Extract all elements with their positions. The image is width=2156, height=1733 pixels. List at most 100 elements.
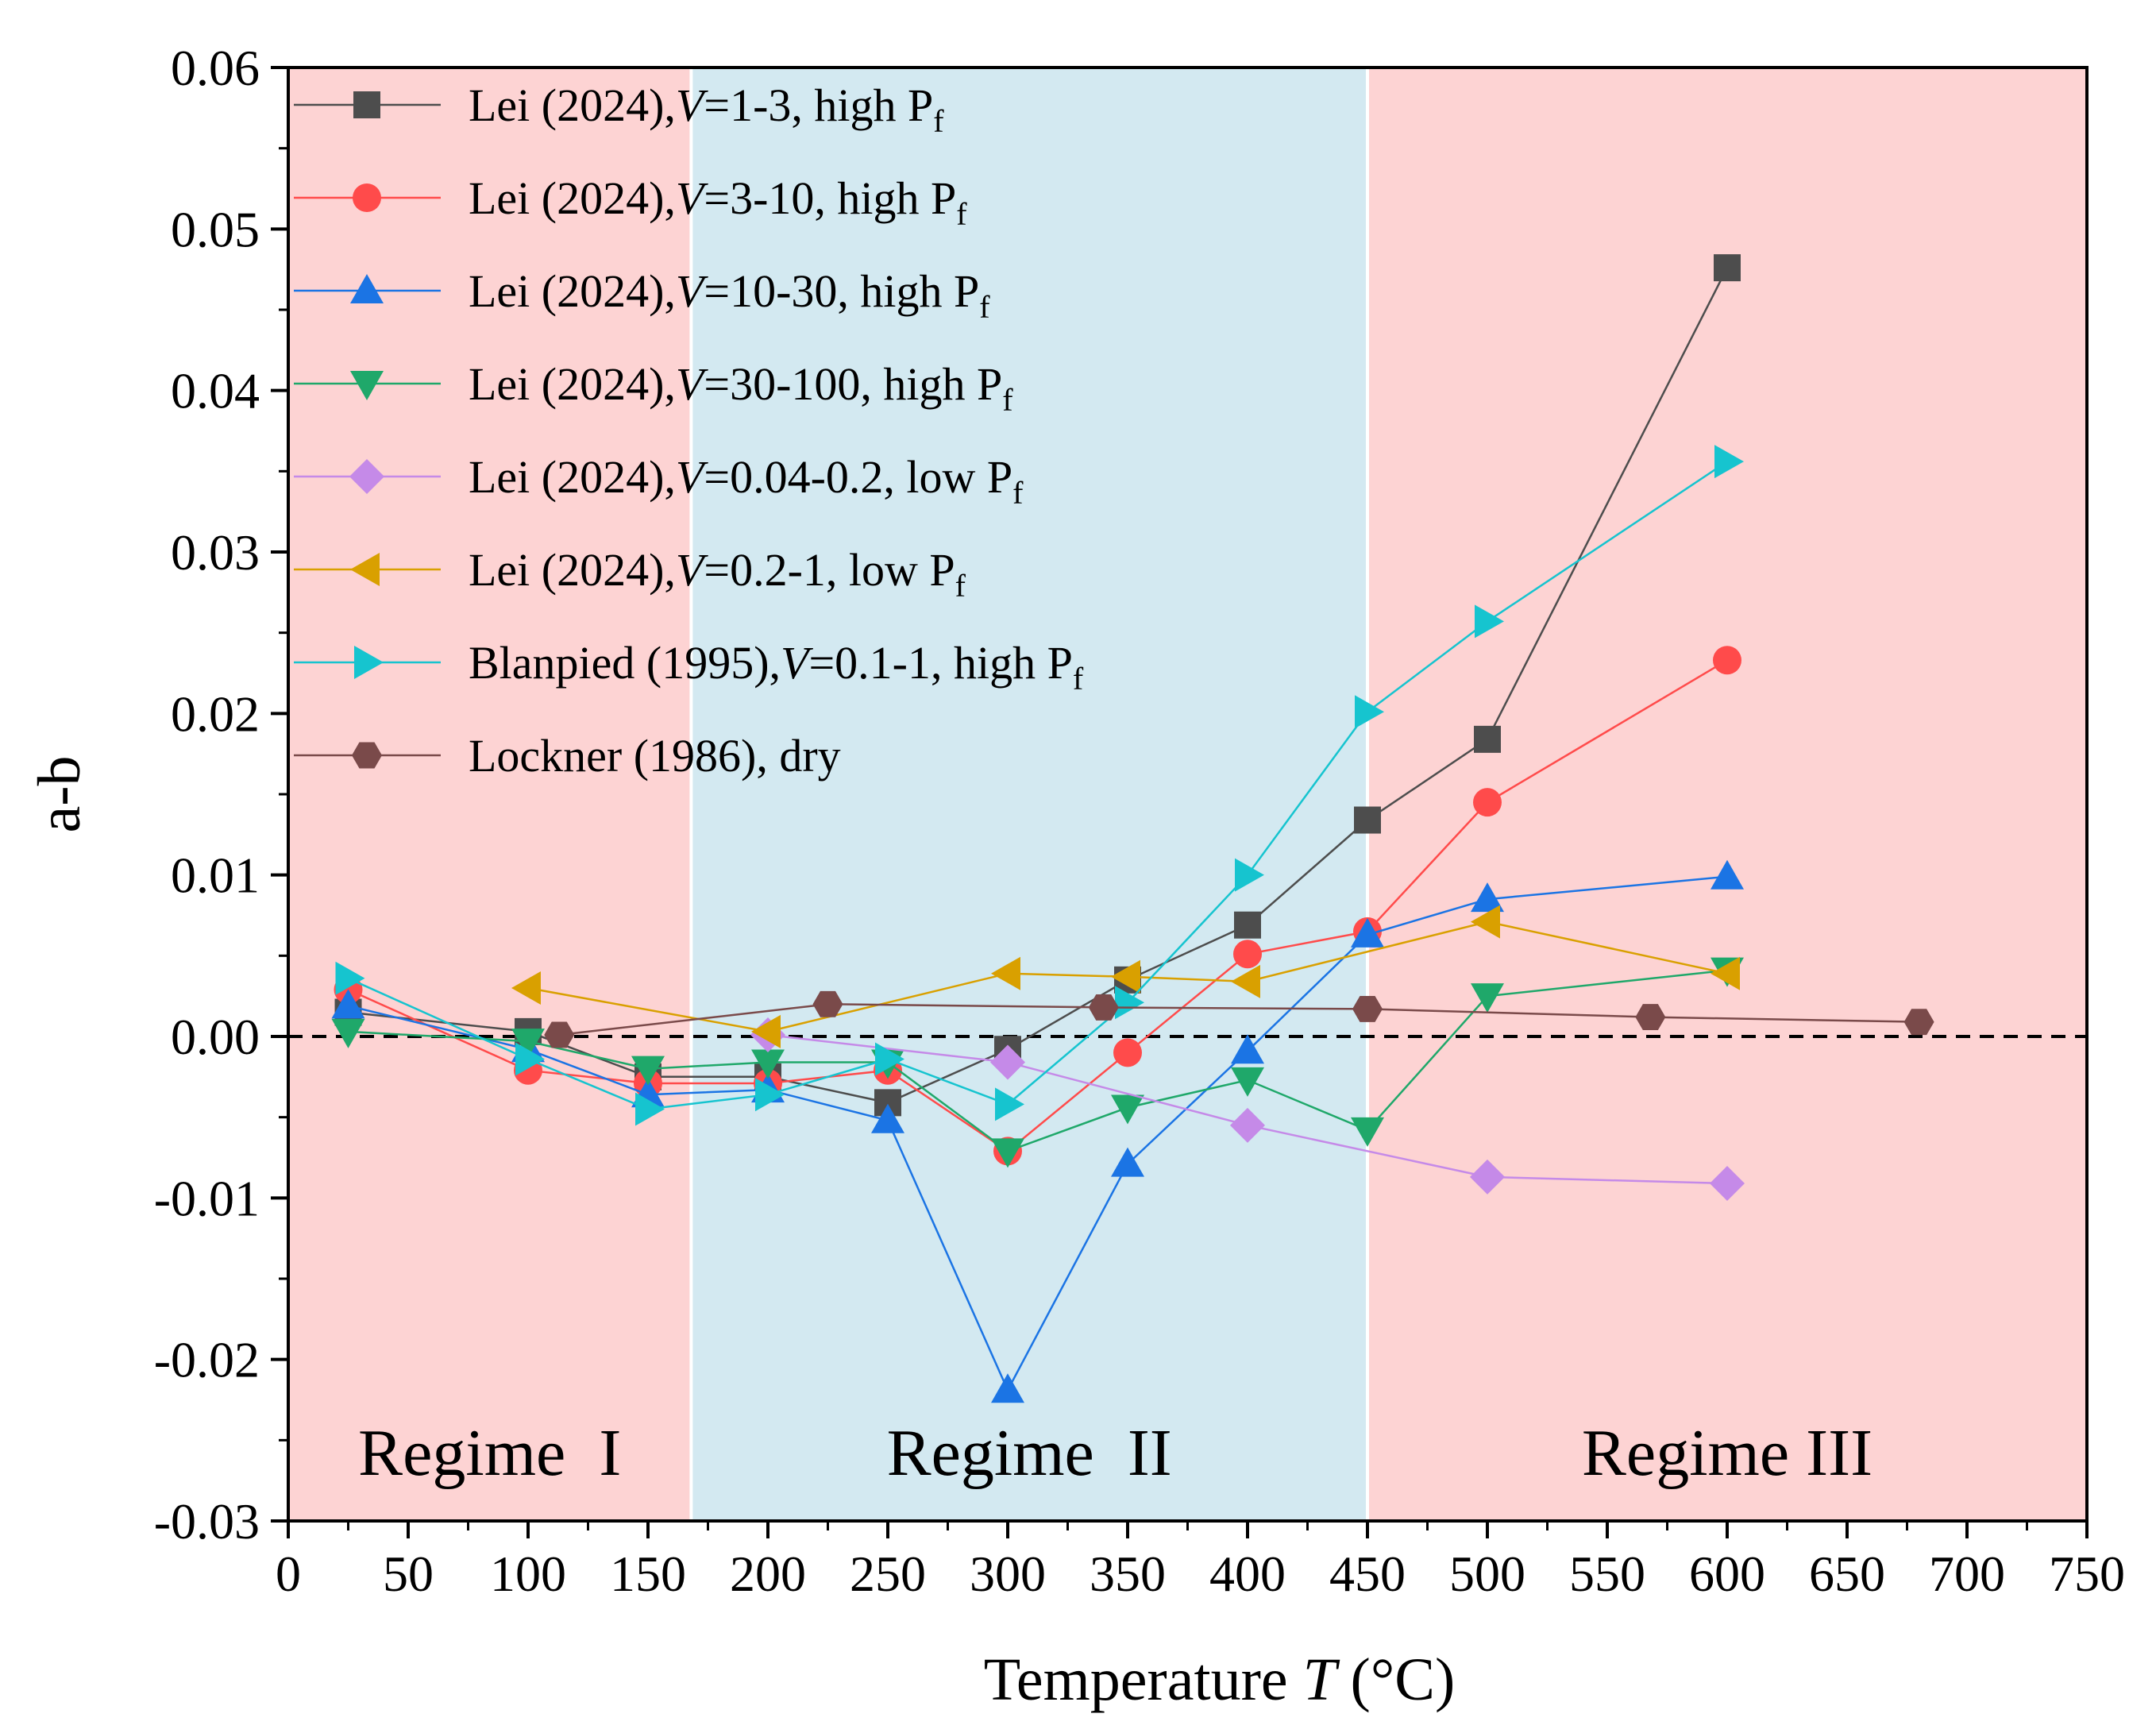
regime-band-1 bbox=[288, 68, 692, 1521]
legend-label-7: Blanpied (1995),V=0.1-1, high Pf bbox=[469, 637, 1084, 697]
legend-marker-4 bbox=[350, 371, 384, 400]
series-2-point-11 bbox=[1713, 646, 1741, 675]
series-7 bbox=[335, 445, 1744, 1126]
series-4-point-8 bbox=[1231, 1067, 1264, 1097]
x-tick-label-350: 350 bbox=[1090, 1546, 1166, 1602]
series-4-point-10 bbox=[1471, 983, 1504, 1013]
series-2-point-8 bbox=[1233, 940, 1262, 969]
regime-band-2 bbox=[691, 68, 1367, 1521]
series-5-point-2 bbox=[990, 1044, 1025, 1080]
legend-entry-4: Lei (2024),V=30-100, high Pf bbox=[294, 358, 1013, 418]
legend-label-6: Lei (2024),V=0.2-1, low Pf bbox=[469, 544, 966, 604]
legend-entry-8: Lockner (1986), dry bbox=[294, 730, 841, 782]
x-tick-label-550: 550 bbox=[1569, 1546, 1645, 1602]
series-3-point-7 bbox=[1111, 1147, 1144, 1177]
series-3-point-5 bbox=[871, 1103, 904, 1133]
series-8-point-6 bbox=[1903, 1009, 1934, 1036]
y-tick-label-9: 0.06 bbox=[171, 40, 260, 96]
legend-marker-3 bbox=[350, 274, 384, 303]
legend-marker-8 bbox=[352, 742, 382, 769]
legend-label-3: Lei (2024),V=10-30, high Pf bbox=[469, 265, 990, 325]
series-3-point-6 bbox=[991, 1373, 1024, 1403]
y-tick-label-7: 0.04 bbox=[171, 363, 260, 419]
legend-label-8: Lockner (1986), dry bbox=[469, 730, 841, 782]
x-axis-title: Temperature T (°C) bbox=[984, 1646, 1456, 1713]
x-tick-label-700: 700 bbox=[1929, 1546, 2005, 1602]
series-8-line bbox=[559, 1003, 1919, 1036]
series-5-point-4 bbox=[1470, 1159, 1505, 1195]
y-tick-label-1: -0.02 bbox=[154, 1332, 260, 1388]
series-4 bbox=[331, 957, 1744, 1168]
y-tick-label-5: 0.02 bbox=[171, 685, 260, 742]
series-4-point-1 bbox=[331, 1018, 365, 1048]
y-tick-label-6: 0.03 bbox=[171, 524, 260, 581]
series-6-point-5 bbox=[1231, 964, 1260, 998]
legend-marker-6 bbox=[350, 553, 380, 586]
axes-group: a-b Temperature T (°C) 0 50 100 150 200 250 30… bbox=[26, 40, 2125, 1713]
legend-label-5: Lei (2024),V=0.04-0.2, low Pf bbox=[469, 451, 1024, 511]
series-4-point-4 bbox=[751, 1049, 785, 1079]
series-8-point-2 bbox=[812, 990, 843, 1017]
series-4-point-7 bbox=[1111, 1094, 1144, 1125]
series-7-point-1 bbox=[335, 961, 365, 995]
legend-marker-2 bbox=[353, 183, 381, 212]
legend-entry-3: Lei (2024),V=10-30, high Pf bbox=[294, 265, 990, 325]
x-tick-label-500: 500 bbox=[1449, 1546, 1525, 1602]
x-tick-label-650: 650 bbox=[1809, 1546, 1885, 1602]
series-3-point-1 bbox=[331, 989, 365, 1019]
regime-label-2: Regime II bbox=[887, 1416, 1172, 1490]
y-axis-title: a-b bbox=[26, 755, 93, 832]
series-3-point-8 bbox=[1231, 1034, 1264, 1064]
legend-entry-5: Lei (2024),V=0.04-0.2, low Pf bbox=[294, 451, 1024, 511]
x-tick-label-0: 0 bbox=[276, 1546, 301, 1602]
y-tick-label-8: 0.05 bbox=[171, 201, 260, 257]
series-3-point-11 bbox=[1711, 859, 1744, 890]
legend-label-4: Lei (2024),V=30-100, high Pf bbox=[469, 358, 1013, 418]
x-tick-label-300: 300 bbox=[970, 1546, 1046, 1602]
series-3-point-10 bbox=[1471, 882, 1504, 913]
series-6-point-6 bbox=[1471, 905, 1500, 939]
series-7-point-5 bbox=[875, 1042, 904, 1076]
series-5-point-5 bbox=[1710, 1166, 1745, 1202]
x-tick-label-750: 750 bbox=[2049, 1546, 2125, 1602]
series-8-point-1 bbox=[544, 1021, 575, 1048]
series-3 bbox=[331, 859, 1744, 1403]
series-1-point-8 bbox=[1234, 911, 1261, 939]
y-tick-label-0: -0.03 bbox=[154, 1493, 260, 1550]
series-6-point-2 bbox=[751, 1014, 781, 1048]
series-1-point-10 bbox=[1474, 725, 1501, 753]
x-tick-label-400: 400 bbox=[1209, 1546, 1286, 1602]
legend-entry-2: Lei (2024),V=3-10, high Pf bbox=[294, 172, 967, 232]
y-tick-label-2: -0.01 bbox=[154, 1170, 260, 1226]
series-7-point-10 bbox=[1475, 604, 1504, 639]
legend-entry-7: Blanpied (1995),V=0.1-1, high Pf bbox=[294, 637, 1084, 697]
legend-label-1: Lei (2024),V=1-3, high Pf bbox=[469, 79, 944, 139]
series-7-point-6 bbox=[995, 1087, 1024, 1121]
regime-label-1: Regime I bbox=[358, 1416, 621, 1490]
series-5 bbox=[750, 1017, 1745, 1202]
regime-label-3: Regime III bbox=[1582, 1416, 1873, 1490]
x-axis-title-symbol: T bbox=[1303, 1646, 1351, 1713]
series-8-point-4 bbox=[1352, 995, 1383, 1022]
series-7-point-9 bbox=[1355, 695, 1384, 729]
series-4-point-9 bbox=[1351, 1117, 1384, 1147]
series-5-point-3 bbox=[1230, 1107, 1265, 1143]
x-tick-label-150: 150 bbox=[610, 1546, 686, 1602]
series-7-point-3 bbox=[635, 1092, 665, 1126]
x-tick-label-450: 450 bbox=[1329, 1546, 1406, 1602]
series-7-point-4 bbox=[755, 1078, 785, 1112]
series-2-point-10 bbox=[1473, 788, 1502, 817]
series-4-point-6 bbox=[991, 1138, 1024, 1168]
series-7-point-8 bbox=[1235, 858, 1264, 892]
legend: Lei (2024),V=1-3, high Pf Lei (2024),V=3-… bbox=[294, 79, 1084, 782]
series-2-point-7 bbox=[1113, 1038, 1142, 1067]
series-8-point-3 bbox=[1088, 994, 1119, 1021]
y-tick-label-3: 0.00 bbox=[171, 1009, 260, 1065]
series-7-point-7 bbox=[1115, 986, 1144, 1020]
series-7-point-11 bbox=[1714, 445, 1744, 479]
legend-marker-7 bbox=[354, 646, 384, 679]
x-axis-title-unit: (°C) bbox=[1351, 1646, 1456, 1713]
x-tick-label-250: 250 bbox=[850, 1546, 926, 1602]
legend-marker-5 bbox=[349, 459, 384, 494]
